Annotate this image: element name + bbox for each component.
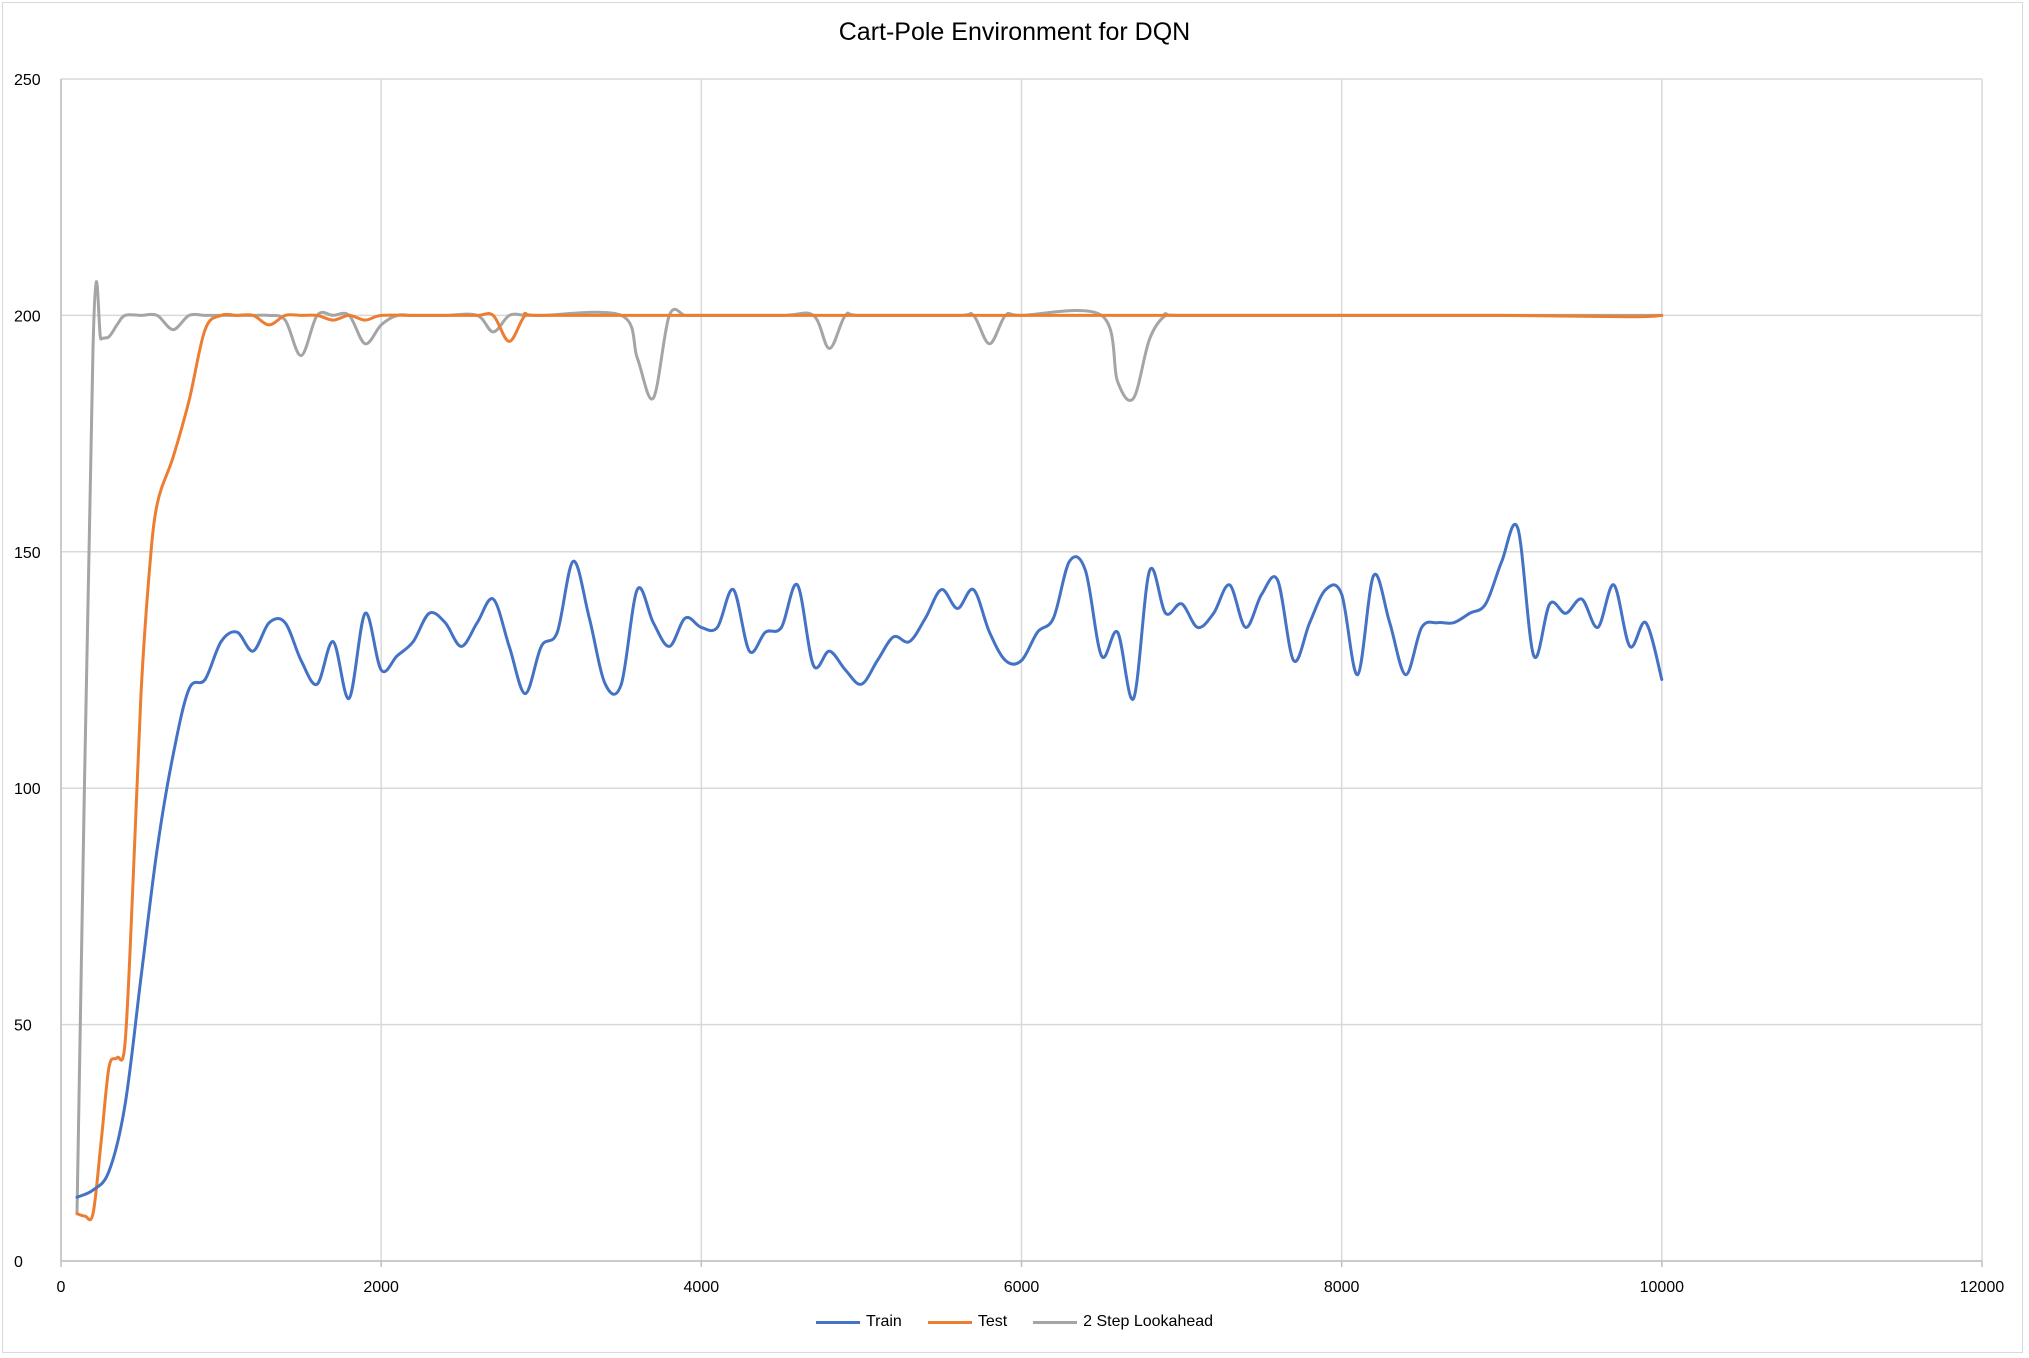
x-tick-label: 2000: [363, 1279, 399, 1296]
x-tick-label: 0: [57, 1279, 66, 1296]
x-tick-label: 10000: [1640, 1279, 1685, 1296]
x-tick-label: 8000: [1324, 1279, 1360, 1296]
y-tick-label: 0: [14, 1254, 23, 1271]
legend-item-train: Train: [815, 1313, 902, 1331]
series-train-line: [75, 523, 1664, 1199]
series-2-step-lookahead-line: [75, 280, 1664, 1216]
y-tick-label: 50: [14, 1018, 32, 1035]
y-tick-label: 150: [14, 545, 41, 562]
legend-label-2-step-lookahead: 2 Step Lookahead: [1083, 1313, 1214, 1330]
y-tick-label: 200: [14, 308, 41, 325]
chart-legend: Train Test 2 Step Lookahead: [0, 1313, 2029, 1331]
legend-item-2-step-lookahead: 2 Step Lookahead: [1033, 1313, 1213, 1331]
x-tick-label: 12000: [1960, 1279, 2005, 1296]
y-tick-label: 100: [14, 781, 41, 798]
series-test-line: [75, 312, 1664, 1222]
legend-item-test: Test: [927, 1313, 1008, 1331]
legend-swatch-2-step-lookahead: [1033, 1320, 1078, 1324]
chart-title: Cart-Pole Environment for DQN: [838, 18, 1191, 46]
x-tick-label: 4000: [684, 1279, 720, 1296]
y-tick-label: 250: [14, 72, 41, 89]
legend-swatch-train: [815, 1320, 860, 1324]
legend-label-train: Train: [865, 1313, 902, 1330]
legend-swatch-test: [927, 1320, 972, 1324]
legend-label-test: Test: [977, 1313, 1008, 1330]
x-tick-label: 6000: [1004, 1279, 1040, 1296]
